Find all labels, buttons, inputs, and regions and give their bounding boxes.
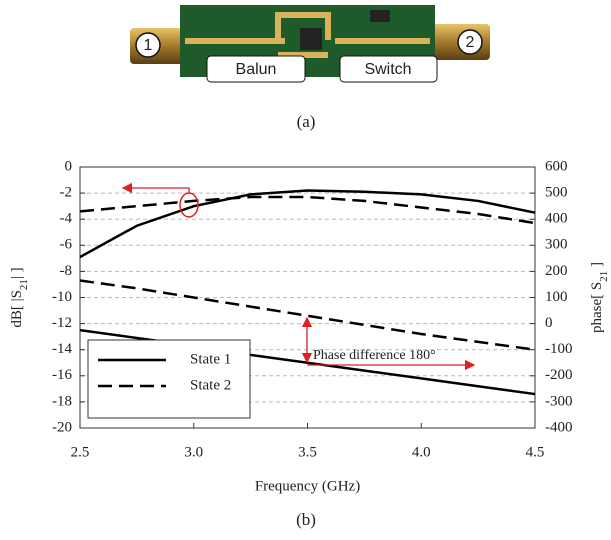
annotation: Phase difference 180° [313,348,436,363]
legend-label: State 2 [190,377,231,393]
block-label: Switch [364,61,411,78]
axis-label-part: phase[ S [589,282,605,333]
axis-label-part: 21 [598,271,610,282]
y2-tick-label: 0 [545,315,553,331]
caption: (a) [297,112,316,131]
y-axis-label: dB[ |S21| ] [9,267,29,327]
y2-tick-label: 500 [545,185,568,201]
block-label: Balun [236,61,277,78]
port-label: 1 [144,37,153,54]
y-tick-label: -6 [60,237,73,253]
legend-label: State 1 [190,351,231,367]
caption: (b) [296,510,316,529]
y2-tick-label: -400 [545,419,573,435]
y2-tick-label: -100 [545,341,573,357]
x-tick-label: 3.5 [298,444,317,460]
y-tick-label: -18 [52,393,72,409]
y-tick-label: -8 [60,263,73,279]
axis-label-part: dB[ |S [9,290,25,328]
y-tick-label: -20 [52,419,72,435]
line-series [79,189,536,259]
port-marker [135,32,161,58]
y2-tick-label: 300 [545,237,568,253]
y2-tick-label: 100 [545,289,568,305]
label-box [206,55,306,83]
x-tick-label: 4.0 [412,444,431,460]
label-box [339,55,438,83]
y2-tick-label: -300 [545,393,573,409]
line-series [79,195,536,225]
x-tick-label: 3.0 [184,444,203,460]
axis-label-part: | ] [9,267,25,279]
y2-tick-label: 400 [545,211,568,227]
plot-frame [79,166,536,429]
y-tick-label: -14 [52,341,72,357]
y2-tick-label: 600 [545,158,568,174]
legend-box [87,339,251,419]
x-axis-label: Frequency (GHz) [255,478,360,494]
y-tick-label: -10 [52,289,72,305]
y-tick-label: -4 [60,211,73,227]
y2-tick-label: 200 [545,263,568,279]
y-tick-label: -2 [60,185,73,201]
y2-tick-label: -200 [545,367,573,383]
y2-axis-label: phase[ S21 ] [589,262,609,333]
axis-label-part: ] [589,262,605,271]
chart: -20-18-16-14-12-10-8-6-4-20-400-300-200-… [9,158,609,494]
axis-label-part: 21 [18,279,30,290]
x-tick-label: 2.5 [71,444,90,460]
y-tick-label: -12 [52,315,72,331]
port-marker [457,29,483,55]
line-series [79,279,536,351]
y-tick-label: 0 [65,158,73,174]
annotation-arrow [121,182,190,194]
x-tick-label: 4.5 [526,444,545,460]
y-tick-label: -16 [52,367,72,383]
port-label: 2 [466,34,475,51]
